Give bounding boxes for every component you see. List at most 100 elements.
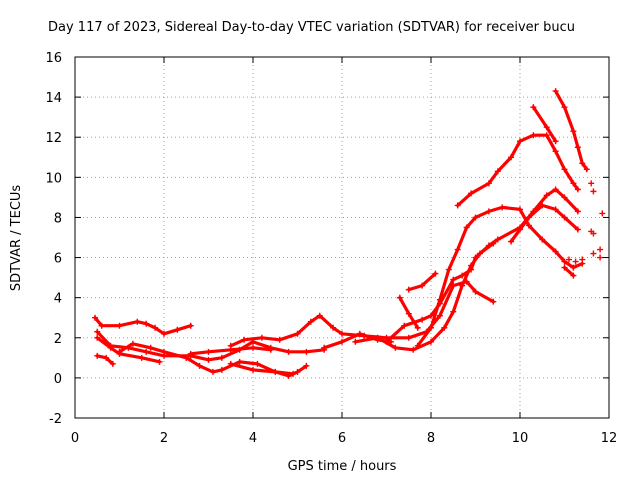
data-point xyxy=(565,256,572,263)
data-point xyxy=(570,128,577,135)
data-point xyxy=(552,88,559,95)
data-point xyxy=(339,330,345,337)
series-track-line xyxy=(93,316,193,336)
y-tick-label: 0 xyxy=(54,372,62,387)
data-point xyxy=(218,354,225,361)
data-series xyxy=(92,88,606,379)
data-point xyxy=(432,270,439,277)
series-track-8 xyxy=(227,278,497,349)
data-point xyxy=(428,312,434,319)
data-point xyxy=(508,154,515,161)
data-point xyxy=(152,324,159,331)
data-point xyxy=(339,338,345,345)
y-tick-label: 8 xyxy=(54,211,62,226)
series-track-line xyxy=(562,266,575,278)
data-point xyxy=(294,368,301,375)
data-point xyxy=(450,276,457,283)
axis-ticks: 0 2 4 6 8 10 12 -2 0 2 4 6 8 10 12 14 16 xyxy=(45,51,617,446)
data-point xyxy=(574,226,581,233)
data-point xyxy=(92,314,99,321)
data-point xyxy=(561,258,568,265)
data-point xyxy=(187,322,194,329)
series-track-15 xyxy=(454,132,581,209)
data-point xyxy=(307,318,314,325)
data-point xyxy=(561,264,568,271)
data-point xyxy=(294,330,301,337)
data-point xyxy=(561,104,568,111)
data-point xyxy=(588,180,595,187)
data-point xyxy=(485,208,492,215)
data-point xyxy=(490,298,497,305)
series-track-14 xyxy=(405,270,439,293)
data-point xyxy=(508,238,515,245)
data-point xyxy=(485,242,492,249)
x-tick-label: 8 xyxy=(427,431,435,446)
data-point xyxy=(530,104,537,111)
data-point xyxy=(209,368,216,375)
series-scatter-points xyxy=(565,180,606,265)
data-point xyxy=(454,246,461,253)
data-point xyxy=(552,186,559,193)
data-point xyxy=(236,358,243,365)
data-point xyxy=(258,334,265,341)
y-tick-label: 10 xyxy=(45,171,62,186)
data-point xyxy=(143,348,150,355)
data-point xyxy=(583,166,590,173)
data-point xyxy=(561,166,568,173)
x-tick-label: 6 xyxy=(338,431,346,446)
data-point xyxy=(161,330,167,337)
data-point xyxy=(94,328,101,335)
data-point xyxy=(574,208,581,215)
data-point xyxy=(290,370,297,377)
x-tick-label: 10 xyxy=(512,431,529,446)
y-tick-label: 2 xyxy=(54,332,62,347)
series-track-line xyxy=(95,354,115,366)
data-point xyxy=(94,352,101,359)
x-tick-label: 12 xyxy=(601,431,618,446)
data-point xyxy=(227,360,234,367)
data-point xyxy=(218,366,225,373)
data-point xyxy=(396,294,403,301)
data-point xyxy=(590,230,597,237)
data-point xyxy=(134,318,141,325)
data-point xyxy=(485,180,492,187)
x-tick-label: 2 xyxy=(160,431,168,446)
data-point xyxy=(254,360,261,367)
data-point xyxy=(187,350,194,357)
data-point xyxy=(450,308,457,315)
data-point xyxy=(428,338,434,345)
series-track-17 xyxy=(508,202,581,245)
data-point xyxy=(590,188,597,195)
x-tick-label: 0 xyxy=(71,431,79,446)
data-point xyxy=(499,204,506,211)
data-point xyxy=(463,224,470,231)
data-point xyxy=(267,346,274,353)
series-track-1 xyxy=(92,314,194,337)
data-point xyxy=(414,324,421,331)
data-point xyxy=(428,324,434,331)
data-point xyxy=(250,366,256,373)
data-point xyxy=(552,206,559,213)
data-point xyxy=(183,354,190,361)
data-point xyxy=(570,272,577,279)
data-point xyxy=(459,272,466,279)
series-track-line xyxy=(456,133,580,207)
data-point xyxy=(561,194,568,201)
data-point xyxy=(543,124,550,131)
data-point xyxy=(147,344,154,351)
data-point xyxy=(109,360,116,367)
y-tick-label: 16 xyxy=(45,51,62,66)
data-point xyxy=(174,326,181,333)
y-tick-label: 12 xyxy=(45,131,62,146)
data-point xyxy=(441,324,448,331)
data-point xyxy=(570,180,577,187)
data-point xyxy=(472,254,479,261)
data-point xyxy=(419,282,426,289)
data-point xyxy=(405,286,412,293)
data-point xyxy=(205,356,212,363)
data-point xyxy=(383,338,390,345)
data-point xyxy=(445,266,452,273)
data-point xyxy=(543,132,550,139)
data-point xyxy=(250,344,256,351)
data-point xyxy=(552,138,559,145)
